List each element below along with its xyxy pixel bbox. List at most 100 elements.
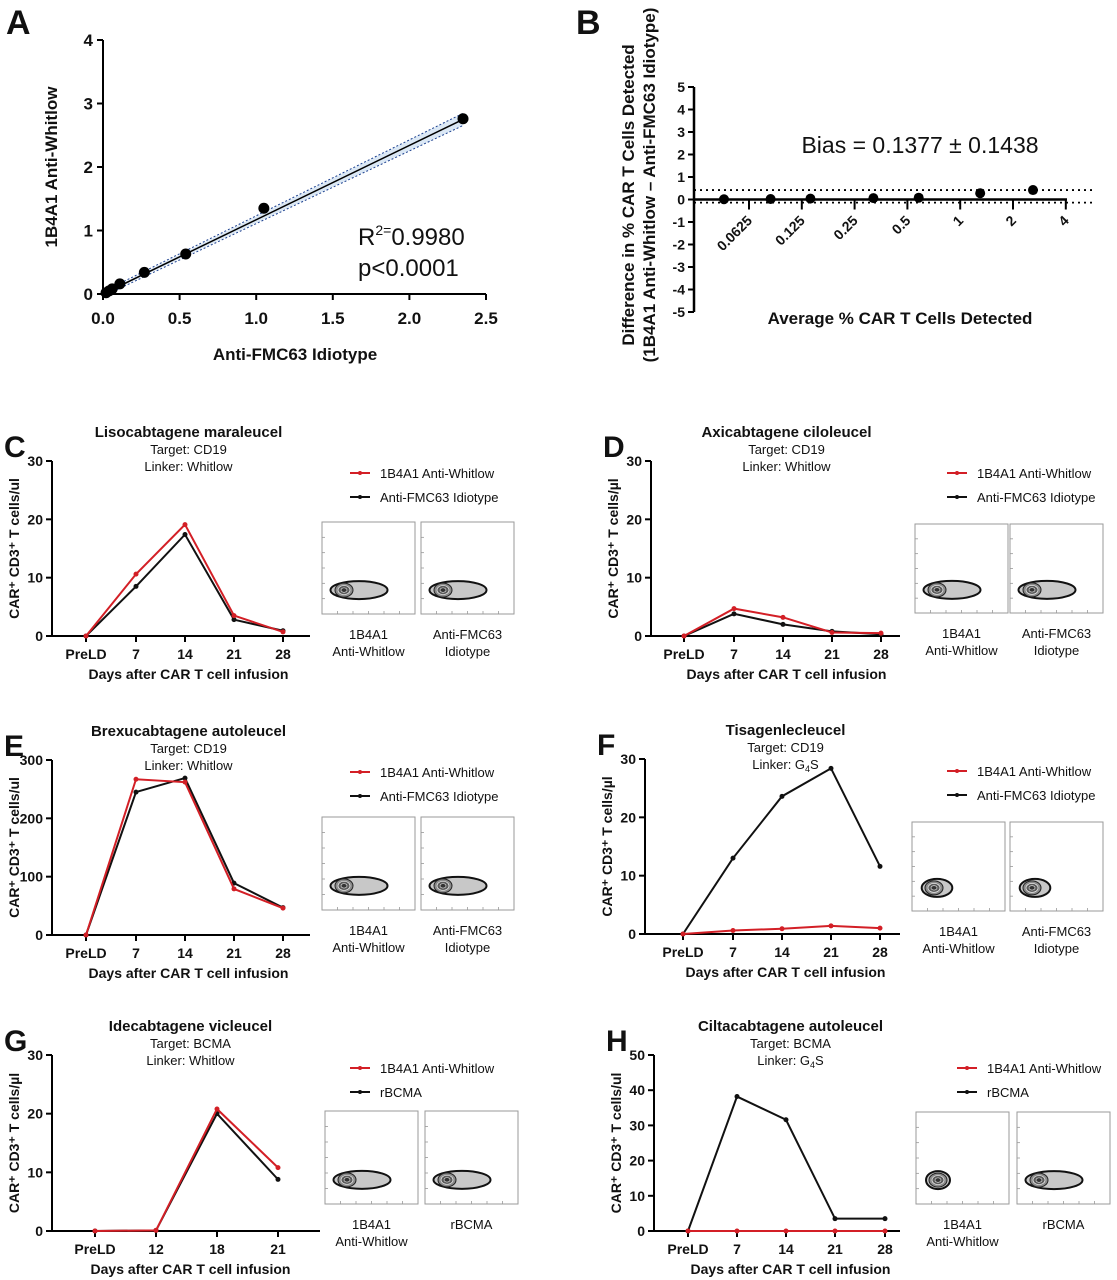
x-tick-label: 28 [877, 1241, 893, 1257]
y-tick-label: 5 [677, 79, 685, 95]
legend-marker [358, 1066, 362, 1070]
y-tick-label: -5 [673, 304, 686, 320]
legend-marker [358, 471, 362, 475]
series-marker [877, 863, 883, 869]
series-marker [231, 617, 237, 623]
y-tick-label: -2 [673, 237, 686, 253]
linker-label: Linker: Whitlow [144, 459, 233, 474]
target-label: Target: BCMA [150, 1036, 231, 1051]
x-tick-label: 21 [827, 1241, 843, 1257]
y-tick-label: 50 [629, 1047, 645, 1063]
linker-label: Linker: Whitlow [144, 758, 233, 773]
flow-contour-core [340, 587, 348, 593]
x-tick-label: 0.5 [168, 309, 192, 328]
x-tick-label: 7 [132, 945, 140, 961]
y-tick-label: 30 [629, 1117, 645, 1133]
y-tick-label: 20 [626, 511, 642, 527]
legend-label: rBCMA [987, 1085, 1029, 1100]
flow-plot-label: Anti-Whitlow [925, 643, 998, 658]
x-axis-label: Days after CAR T cell infusion [686, 964, 886, 980]
p-value-annotation: p<0.0001 [358, 255, 459, 282]
series-marker [133, 776, 139, 782]
series-marker [83, 633, 89, 639]
y-tick-label: 10 [27, 1164, 43, 1180]
legend-label: 1B4A1 Anti-Whitlow [977, 466, 1092, 481]
flow-plot-label: 1B4A1 [942, 626, 981, 641]
flow-plot-label: Anti-FMC63 [433, 923, 502, 938]
chart-title: Axicabtagene ciloleucel [701, 424, 871, 441]
flow-contour-core [443, 1177, 451, 1183]
legend-label: rBCMA [380, 1085, 422, 1100]
y-tick-label: 2 [677, 147, 685, 163]
x-tick-label: PreLD [662, 944, 703, 960]
legend-marker [358, 495, 362, 499]
x-tick-label: 1.5 [321, 309, 345, 328]
flow-plot-label: rBCMA [1043, 1217, 1085, 1232]
y-tick-label: 40 [629, 1082, 645, 1098]
flow-contour-core [930, 885, 938, 891]
regression-line [105, 118, 464, 294]
x-tick-label: 4 [1055, 212, 1072, 229]
data-point [258, 202, 270, 214]
x-tick-label: 28 [872, 944, 888, 960]
series-line-comparator [85, 776, 284, 936]
y-tick-label: 20 [27, 1106, 43, 1122]
y-axis-label-line1: Difference in % CAR T Cells Detected [619, 44, 638, 345]
x-tick-label: 18 [209, 1241, 225, 1257]
x-axis-label: Anti-FMC63 Idiotype [213, 345, 377, 364]
x-tick-label: 14 [177, 646, 193, 662]
y-tick-label: 1 [677, 169, 685, 185]
target-label: Target: CD19 [150, 442, 227, 457]
y-tick-label: 0 [35, 628, 43, 644]
y-tick-label: -4 [673, 282, 686, 298]
linker-label: Linker: Whitlow [146, 1053, 235, 1068]
x-axis-label: Days after CAR T cell infusion [89, 666, 289, 682]
legend-label: 1B4A1 Anti-Whitlow [977, 764, 1092, 779]
flow-plot-label: Anti-Whitlow [922, 941, 995, 956]
target-label: Target: BCMA [750, 1036, 831, 1051]
legend-label: 1B4A1 Anti-Whitlow [987, 1061, 1102, 1076]
y-tick-label: 0 [35, 1223, 43, 1239]
flow-plot-frame [911, 821, 1006, 912]
series-marker [182, 779, 188, 785]
legend-marker [955, 769, 959, 773]
panel-letter: C [4, 431, 26, 464]
data-point [718, 194, 729, 205]
y-tick-label: 10 [626, 570, 642, 586]
series-marker [779, 793, 785, 799]
flow-plot-label: 1B4A1 [939, 924, 978, 939]
x-tick-label: 21 [270, 1241, 286, 1257]
x-tick-label: PreLD [667, 1241, 708, 1257]
legend-marker [358, 1090, 362, 1094]
series-line-comparator [687, 1095, 885, 1232]
x-tick-label: 14 [177, 945, 193, 961]
series-marker [231, 613, 237, 619]
y-axis-label: CAR⁺ CD3⁺ T cells/ul [6, 478, 22, 619]
flow-plot-label: Anti-FMC63 [1022, 924, 1091, 939]
legend-marker [955, 471, 959, 475]
flow-plot-label: rBCMA [451, 1217, 493, 1232]
data-point [868, 193, 879, 204]
target-label: Target: CD19 [150, 741, 227, 756]
legend-marker [955, 793, 959, 797]
flow-plot-label: Idiotype [445, 940, 491, 955]
series-marker [783, 1228, 789, 1234]
series-line-anti-whitlow [85, 778, 284, 936]
x-tick-label: PreLD [65, 945, 106, 961]
y-tick-label: 30 [620, 751, 636, 767]
chart-title: Brexucabtagene autoleucel [91, 723, 286, 740]
series-marker [832, 1228, 838, 1234]
flow-plot-frame [1009, 821, 1104, 912]
series-marker [780, 614, 786, 620]
x-tick-label: 12 [148, 1241, 164, 1257]
series-line-comparator [85, 532, 284, 637]
x-tick-label: PreLD [65, 646, 106, 662]
series-marker [83, 932, 89, 938]
legend-label: 1B4A1 Anti-Whitlow [380, 1061, 495, 1076]
series-marker [877, 925, 883, 931]
x-tick-label: 14 [778, 1241, 794, 1257]
flow-plot-label: Anti-Whitlow [332, 940, 405, 955]
series-marker [214, 1106, 220, 1112]
